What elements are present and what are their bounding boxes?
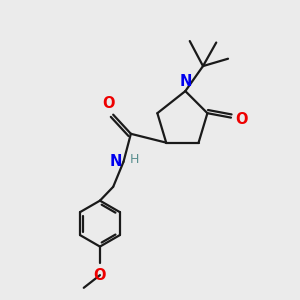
Text: N: N [110,154,122,169]
Text: O: O [103,96,115,111]
Text: H: H [130,153,140,166]
Text: O: O [235,112,247,127]
Text: N: N [179,74,191,89]
Text: O: O [94,268,106,283]
